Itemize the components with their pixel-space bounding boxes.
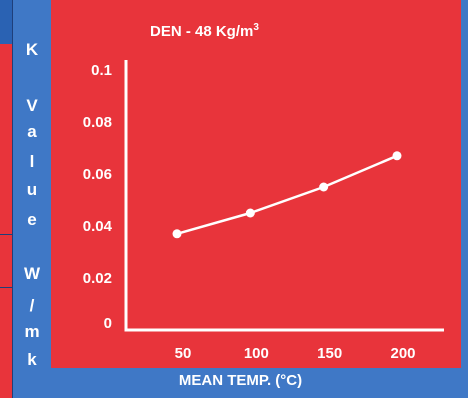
y-axis-label-char: k: [27, 350, 37, 369]
left-edge-strip: [0, 0, 13, 398]
y-tick-label: 0.06: [83, 166, 112, 183]
data-point: [245, 208, 255, 218]
left-edge-line-2: [0, 287, 12, 288]
y-axis-label-char: a: [27, 122, 37, 141]
data-point: [392, 151, 402, 161]
y-axis-label-char: l: [29, 152, 35, 171]
y-tick-label: 0.1: [91, 62, 112, 79]
left-edge-red-mid: [0, 235, 12, 287]
plot-background: [51, 0, 461, 368]
right-edge-strip: [461, 0, 468, 368]
left-edge-red-bottom: [0, 288, 12, 398]
y-axis-label-char: K: [25, 40, 39, 59]
y-axis-label-char: u: [26, 180, 38, 199]
x-tick-label: 150: [317, 345, 342, 362]
series-line: [176, 154, 398, 236]
y-tick-label: 0: [104, 315, 112, 332]
chart-title: DEN - 48 Kg/m3: [150, 22, 259, 40]
y-axis-label-char: W: [23, 264, 41, 283]
y-tick-label: 0.04: [83, 218, 113, 235]
left-edge-top: [0, 0, 12, 44]
x-tick-label: 50: [175, 345, 192, 362]
x-tick-label: 200: [390, 345, 415, 362]
y-axis-label-char: m: [24, 322, 40, 341]
x-axis-label: MEAN TEMP. (°C): [178, 372, 303, 389]
left-edge-line-1: [0, 234, 12, 235]
y-tick-label: 0.02: [83, 270, 112, 287]
y-tick-label: 0.08: [83, 114, 112, 131]
y-axis-label-char: V: [26, 96, 38, 115]
data-point: [319, 182, 329, 192]
x-tick-label: 100: [244, 345, 269, 362]
x-label-bar: [13, 368, 468, 398]
left-edge-red-top: [0, 44, 12, 234]
data-point: [172, 229, 182, 239]
y-axis-label-char: e: [27, 210, 37, 229]
y-axis-label-char: /: [29, 296, 35, 315]
y-label-bar: [13, 0, 51, 398]
